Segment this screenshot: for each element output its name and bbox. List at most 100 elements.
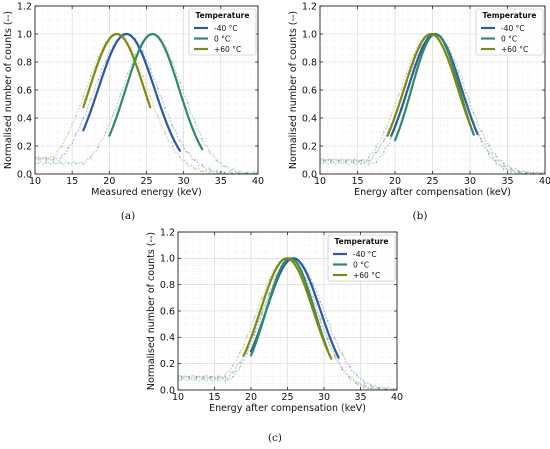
data-point [412,54,415,56]
data-point [195,378,198,381]
legend-label: -40 °C [353,250,377,259]
data-point [363,385,366,388]
data-point [480,140,483,143]
data-point [60,162,62,164]
data-point [149,67,152,70]
y-tick-label: 0.2 [17,141,32,152]
x-tick-label: 30 [464,176,476,187]
data-point [67,132,70,134]
legend-label: 0 °C [353,260,369,269]
y-axis-label: Normalised number of counts (--) [3,11,14,169]
y-tick-label: 1.0 [160,254,175,265]
y-tick-label: 0.4 [17,113,32,124]
data-point [261,313,263,316]
panel-label: (c) [268,432,282,444]
data-point [337,159,340,162]
data-point [480,137,483,140]
fit-curve [386,32,472,137]
data-point [180,375,183,378]
x-tick-label: 40 [539,176,550,187]
data-point [202,378,205,381]
x-axis-label: Measured energy (keV) [91,187,201,198]
data-point [224,376,227,379]
data-point [457,81,460,84]
legend-box [327,234,396,282]
x-tick-label: 10 [29,176,41,187]
x-tick-label: 25 [140,176,152,187]
data-point [134,54,137,56]
data-point [104,131,107,134]
data-point [337,159,340,162]
data-point [312,282,314,285]
data-point [322,161,325,164]
data-point [171,145,174,148]
data-point [195,376,198,378]
data-point [245,172,248,174]
data-point [345,159,348,162]
data-point [341,353,344,356]
data-point [268,293,271,296]
data-point [363,380,366,383]
data-point [377,388,380,390]
data-point [382,139,385,142]
data-point [231,375,234,378]
data-point [360,162,363,165]
data-point [112,114,114,116]
data-point [502,162,505,165]
data-point [171,124,174,127]
legend-label: 0 °C [501,34,517,43]
data-point [217,379,220,381]
y-tick-label: 0.4 [302,113,317,124]
data-point [134,56,137,59]
x-tick-label: 20 [389,176,401,187]
data-point [510,167,513,170]
data-point [89,75,92,77]
data-point [186,102,189,104]
data-point [319,320,322,323]
data-point [355,381,358,384]
data-point [74,162,77,165]
data-point [472,122,475,125]
data-point [127,72,129,75]
data-point [119,93,122,96]
data-point [450,61,453,64]
x-tick-label: 40 [252,176,264,187]
data-point [179,139,181,142]
x-tick-label: 25 [281,392,293,403]
data-point [345,159,348,162]
data-point [377,386,380,389]
data-point [208,171,211,174]
x-tick-label: 10 [172,392,184,403]
data-point [390,136,393,139]
data-point [330,159,333,162]
y-tick-label: 0.6 [160,306,175,317]
data-point [104,60,107,63]
data-point [348,365,351,368]
legend-box [475,8,544,56]
data-point [246,352,249,355]
data-point [149,95,152,98]
data-point [186,162,189,165]
measured-spectrum [177,257,397,391]
data-point [405,72,408,75]
data-point [223,165,226,168]
data-point [330,161,333,164]
data-point [457,70,460,73]
data-point [195,376,198,378]
x-tick-label: 25 [426,176,438,187]
legend: Temperature -40 °C0 °C +60 °C [475,8,544,56]
data-point [60,145,62,148]
y-tick-label: 0.4 [160,333,175,344]
panel-label: (a) [121,210,135,222]
y-axis-label: Normalised number of counts (--) [288,11,299,169]
data-point [397,93,400,96]
y-tick-label: 0.0 [302,169,317,180]
data-point [360,159,363,162]
data-point [319,300,322,303]
data-point [216,170,219,173]
data-point [216,159,219,162]
data-point [82,162,85,165]
data-point [510,170,513,173]
x-tick-label: 10 [314,176,326,187]
legend-title: Temperature [196,11,250,20]
